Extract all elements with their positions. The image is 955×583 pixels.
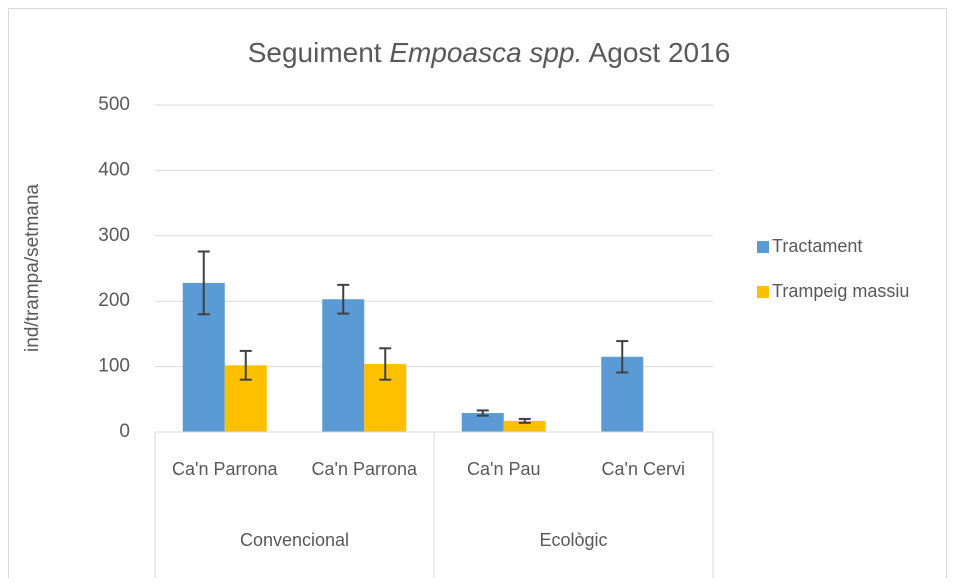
legend-label: Tractament	[772, 236, 862, 256]
x-tick-label: Ca'n Pau	[467, 459, 541, 479]
bar	[503, 420, 546, 432]
y-tick-label: 300	[98, 225, 130, 246]
legend-swatch	[757, 241, 769, 253]
chart-title: Seguiment Empoasca spp. Agost 2016	[248, 37, 731, 68]
y-tick-label: 400	[98, 159, 130, 180]
x-tick-label: Ca'n Cervi	[602, 459, 685, 479]
error-bar	[337, 283, 350, 315]
error-bar	[616, 340, 629, 374]
y-axis-title: ind/trampa/setmana	[22, 184, 43, 352]
legend-swatch	[757, 286, 769, 298]
chart-border	[8, 8, 947, 583]
x-tick-label: Ca'n Parrona	[312, 459, 418, 479]
error-bar	[518, 417, 531, 424]
y-tick-label: 200	[98, 290, 130, 311]
bar	[322, 299, 365, 432]
title-part: Empoasca spp.	[389, 37, 582, 68]
title-part: Seguiment	[248, 37, 390, 68]
error-bar	[379, 347, 392, 381]
group-label: Convencional	[240, 530, 349, 550]
error-bar	[197, 250, 210, 316]
bar	[461, 413, 504, 432]
group-label: Ecològic	[539, 530, 607, 550]
legend-label: Trampeig massiu	[772, 281, 909, 301]
y-tick-label: 100	[98, 356, 130, 377]
x-tick-label: Ca'n Parrona	[172, 459, 278, 479]
y-tick-label: 500	[98, 94, 130, 115]
error-bar	[476, 409, 489, 417]
title-part: Agost 2016	[582, 37, 730, 68]
error-bar	[239, 349, 252, 381]
y-tick-label: 0	[119, 421, 130, 442]
